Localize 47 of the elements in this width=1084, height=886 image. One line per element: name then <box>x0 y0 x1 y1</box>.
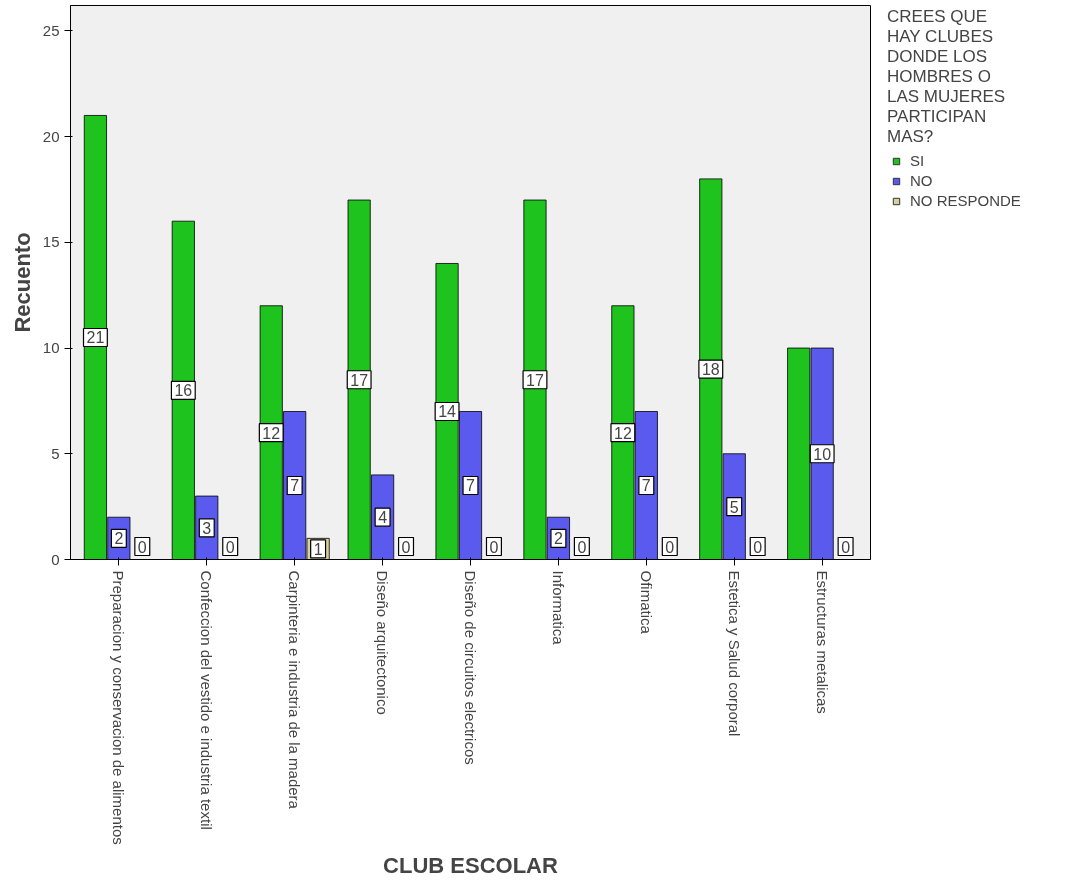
y-tick-label: 5 <box>51 444 60 462</box>
data-label: 14 <box>438 403 457 421</box>
data-label: 3 <box>202 519 212 537</box>
data-label: 0 <box>753 538 763 556</box>
x-tick-label: Estetica y Salud corporal <box>725 570 743 737</box>
data-label: 17 <box>526 371 544 389</box>
data-label: 10 <box>813 445 832 463</box>
data-label: 12 <box>613 424 632 442</box>
data-label: 0 <box>841 538 851 556</box>
legend-label: SI <box>910 152 926 169</box>
x-tick-label: Confeccion del vestido e industria textil <box>198 570 216 830</box>
data-label: 1 <box>313 540 323 558</box>
data-label: 0 <box>225 538 235 556</box>
data-label: 0 <box>137 538 147 556</box>
legend-label: NO RESPONDE <box>910 192 1021 209</box>
data-label: 0 <box>665 538 675 556</box>
x-axis-title: CLUB ESCOLAR <box>383 852 558 878</box>
data-label: 17 <box>350 371 369 389</box>
data-label: 21 <box>86 329 105 347</box>
data-label: 7 <box>466 477 476 495</box>
x-tick-label: Diseño de circuitos electricos <box>462 570 479 765</box>
x-tick-label: Preparacion y conservacion de alimentos <box>110 570 128 845</box>
data-label: 7 <box>290 477 300 495</box>
y-tick-label: 20 <box>42 127 60 145</box>
y-axis-title: Recuento <box>9 232 35 333</box>
legend-label: NO <box>910 172 933 189</box>
x-tick-label: Ofimatica <box>637 570 655 635</box>
y-tick-label: 0 <box>51 550 60 568</box>
data-label: 0 <box>489 538 499 556</box>
data-label: 18 <box>701 361 720 379</box>
data-label: 12 <box>262 424 281 442</box>
data-label: 0 <box>401 538 411 556</box>
data-label: 16 <box>174 382 193 400</box>
data-label: 4 <box>378 509 388 527</box>
y-tick-label: 25 <box>42 21 60 39</box>
y-tick-label: 10 <box>42 339 60 357</box>
data-label: 2 <box>114 530 124 548</box>
x-tick-label: Estructuras metalicas <box>813 570 831 714</box>
data-label: 2 <box>553 530 563 548</box>
x-tick-label: Informatica <box>549 570 567 646</box>
data-label: 7 <box>641 477 651 495</box>
y-tick-label: 15 <box>42 233 60 251</box>
data-label: 5 <box>729 498 739 516</box>
x-tick-label: Diseño arquitectonico <box>374 570 392 715</box>
legend-title: CREES QUE HAY CLUBES DONDE LOS HOMBRES O LAS MUJERES PARTICIPAN MAS? <box>887 7 1007 147</box>
data-label: 0 <box>577 538 587 556</box>
x-tick-label: Carpinteria e industria de la madera <box>286 570 304 810</box>
